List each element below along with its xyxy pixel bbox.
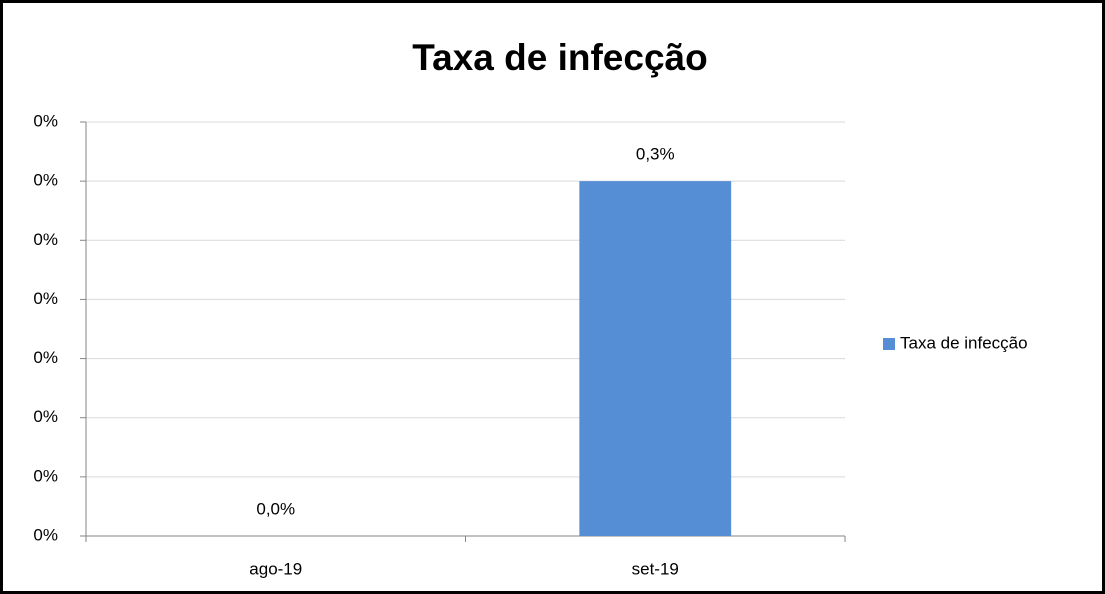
y-tick-label: 0%	[33, 111, 58, 130]
y-tick-label: 0%	[33, 407, 58, 426]
legend-label: Taxa de infecção	[900, 333, 1028, 352]
data-label: 0,3%	[636, 145, 675, 164]
data-label: 0,0%	[256, 499, 295, 518]
x-tick-label: set-19	[632, 559, 679, 578]
y-tick-label: 0%	[33, 348, 58, 367]
x-tick-label: ago-19	[249, 559, 302, 578]
y-tick-label: 0%	[33, 466, 58, 485]
y-tick-label: 0%	[33, 230, 58, 249]
y-tick-label: 0%	[33, 525, 58, 544]
y-tick-label: 0%	[33, 289, 58, 308]
bar	[579, 181, 732, 536]
chart-title: Taxa de infecção	[412, 37, 707, 78]
y-tick-label: 0%	[33, 171, 58, 190]
legend-swatch	[883, 338, 895, 350]
